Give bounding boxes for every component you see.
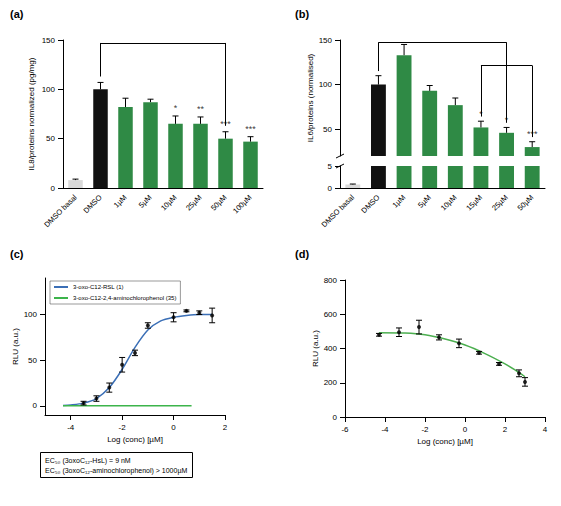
svg-text:DMSO basal: DMSO basal bbox=[42, 193, 79, 230]
svg-text:25µM: 25µM bbox=[184, 193, 204, 213]
svg-text:(a): (a) bbox=[10, 8, 24, 20]
svg-text:RLU (a.u.): RLU (a.u.) bbox=[311, 330, 320, 367]
svg-text:400: 400 bbox=[324, 344, 338, 353]
svg-text:(c): (c) bbox=[10, 248, 24, 260]
svg-text:*: * bbox=[479, 109, 483, 119]
svg-text:3-oxo-C12-2,4-aminochloropheno: 3-oxo-C12-2,4-aminochlorophenol (35) bbox=[73, 295, 176, 301]
svg-text:(b): (b) bbox=[295, 8, 309, 20]
svg-text:0: 0 bbox=[333, 413, 338, 422]
svg-text:-2: -2 bbox=[119, 423, 127, 432]
svg-text:100: 100 bbox=[24, 310, 38, 319]
svg-text:200: 200 bbox=[324, 378, 338, 387]
svg-text:(d): (d) bbox=[295, 248, 309, 260]
svg-text:2: 2 bbox=[223, 423, 228, 432]
svg-text:4: 4 bbox=[543, 425, 548, 434]
svg-text:50µM: 50µM bbox=[516, 193, 536, 213]
svg-text:0: 0 bbox=[463, 425, 468, 434]
svg-text:EC₅₀ (3oxoC₁₂-HsL) = 9 nM: EC₅₀ (3oxoC₁₂-HsL) = 9 nM bbox=[45, 457, 131, 465]
svg-text:**: ** bbox=[197, 104, 205, 114]
svg-text:EC₅₀ (3oxoC₁₂-aminochloropheno: EC₅₀ (3oxoC₁₂-aminochlorophenol) > 1000µ… bbox=[45, 467, 187, 475]
svg-text:*: * bbox=[505, 115, 509, 125]
svg-text:Log (conc) [µM]: Log (conc) [µM] bbox=[417, 437, 473, 446]
svg-text:0: 0 bbox=[171, 423, 176, 432]
svg-text:5µM: 5µM bbox=[137, 193, 154, 210]
svg-text:-2: -2 bbox=[421, 425, 429, 434]
svg-text:1µM: 1µM bbox=[112, 193, 129, 210]
svg-text:150: 150 bbox=[42, 36, 56, 45]
svg-text:100: 100 bbox=[42, 85, 56, 94]
svg-text:0: 0 bbox=[51, 184, 56, 193]
svg-text:15µM: 15µM bbox=[464, 193, 484, 213]
svg-text:5µM: 5µM bbox=[416, 193, 433, 210]
svg-text:50: 50 bbox=[323, 125, 332, 134]
svg-text:0: 0 bbox=[328, 184, 333, 193]
svg-text:600: 600 bbox=[324, 310, 338, 319]
svg-text:10µM: 10µM bbox=[439, 193, 459, 213]
svg-text:2: 2 bbox=[503, 425, 508, 434]
svg-text:IL8/proteins normalized (pg/mg: IL8/proteins normalized (pg/mg) bbox=[27, 57, 36, 170]
svg-text:25µM: 25µM bbox=[490, 193, 510, 213]
svg-text:-4: -4 bbox=[381, 425, 389, 434]
svg-text:IL6/proteins (normalised): IL6/proteins (normalised) bbox=[306, 53, 315, 142]
svg-text:0: 0 bbox=[33, 401, 38, 410]
svg-text:50µM: 50µM bbox=[209, 193, 229, 213]
svg-text:-6: -6 bbox=[341, 425, 349, 434]
svg-text:DMSO basal: DMSO basal bbox=[320, 193, 357, 230]
svg-text:1µM: 1µM bbox=[390, 193, 407, 210]
svg-text:RLU (a.u.): RLU (a.u.) bbox=[11, 328, 20, 365]
svg-text:50: 50 bbox=[46, 134, 55, 143]
svg-text:10µM: 10µM bbox=[159, 193, 179, 213]
svg-text:DMSO: DMSO bbox=[81, 193, 103, 215]
svg-text:3-oxo-C12-RSL (1): 3-oxo-C12-RSL (1) bbox=[73, 284, 123, 290]
svg-text:150: 150 bbox=[319, 36, 333, 45]
svg-text:800: 800 bbox=[324, 276, 338, 285]
svg-text:*: * bbox=[174, 103, 178, 113]
svg-text:50: 50 bbox=[28, 356, 37, 365]
svg-text:100: 100 bbox=[319, 80, 333, 89]
svg-text:-4: -4 bbox=[67, 423, 75, 432]
svg-text:***: *** bbox=[527, 129, 538, 139]
svg-text:***: *** bbox=[220, 119, 231, 129]
svg-text:Log (conc) [µM]: Log (conc) [µM] bbox=[107, 435, 163, 444]
svg-text:5: 5 bbox=[328, 162, 333, 171]
svg-text:***: *** bbox=[245, 124, 256, 134]
svg-text:100µM: 100µM bbox=[231, 193, 254, 216]
svg-text:DMSO: DMSO bbox=[359, 193, 381, 215]
